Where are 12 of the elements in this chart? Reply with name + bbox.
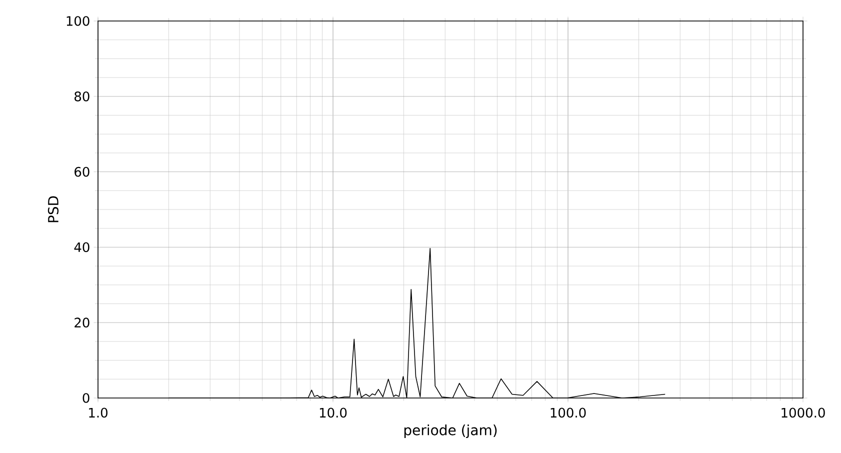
y-tick-label: 20 [74, 318, 90, 328]
y-tick-label: 0 [82, 393, 90, 403]
x-tick-label: 1000.0 [782, 408, 825, 418]
y-tick-label: 100 [66, 16, 90, 26]
x-axis-title: periode (jam) [404, 424, 497, 438]
y-tick-label: 80 [74, 91, 90, 102]
y-axis-title: PSD [48, 196, 59, 222]
y-tick-label: 60 [74, 166, 90, 177]
x-tick-label: 100.0 [550, 408, 586, 418]
x-tick-label: 1.0 [89, 408, 108, 418]
y-tick-label: 40 [74, 242, 90, 252]
x-tick-label: 10.0 [320, 408, 347, 418]
